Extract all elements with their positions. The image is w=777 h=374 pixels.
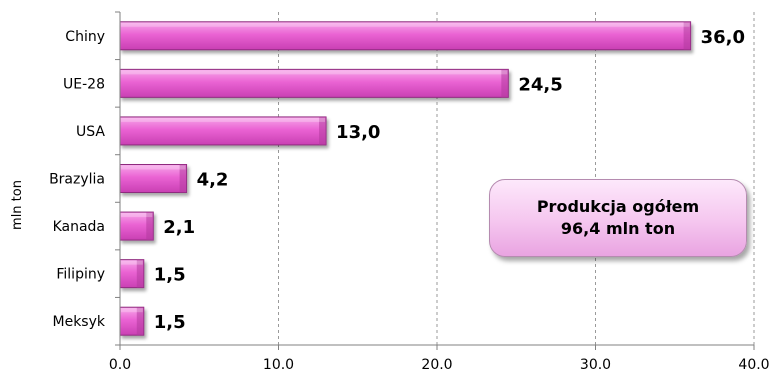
category-label: USA: [76, 124, 105, 140]
y-axis-label: mln ton: [10, 180, 25, 230]
x-tick-label: 20.0: [421, 357, 452, 373]
bars: [119, 21, 692, 336]
bar-highlight: [121, 260, 143, 265]
bar-highlight: [121, 70, 508, 75]
bar-highlight: [121, 213, 153, 218]
category-label: Kanada: [53, 219, 105, 235]
callout-line-1: Produkcja ogółem: [536, 197, 700, 217]
bar-bevel: [136, 259, 144, 288]
x-tick-label: 10.0: [263, 357, 294, 373]
value-label: 13,0: [336, 122, 380, 143]
value-label: 36,0: [701, 27, 745, 48]
value-label: 1,5: [154, 312, 186, 333]
category-label: UE-28: [63, 76, 105, 92]
bar-highlight: [121, 117, 326, 122]
callout-line-2: 96,4 mln ton: [560, 219, 676, 238]
category-label: Chiny: [65, 29, 105, 45]
bar-highlight: [121, 308, 143, 313]
bar-bevel: [136, 307, 144, 336]
axes: [115, 11, 755, 350]
bar: [119, 164, 188, 193]
bar-bevel: [683, 21, 691, 50]
bar-bevel: [179, 164, 187, 193]
value-label: 4,2: [197, 170, 229, 191]
bar-highlight: [121, 22, 690, 27]
category-label: Meksyk: [53, 314, 106, 330]
x-tick-label: 40.0: [738, 357, 769, 373]
category-label: Filipiny: [56, 267, 105, 283]
labels: 0.0 10.0 20.0 30.0 40.0 Chiny 36,0 UE-28 24,5 USA…: [49, 27, 770, 373]
bar-bevel: [146, 212, 154, 241]
total-production-callout: Produkcja ogółem 96,4 mln ton: [489, 179, 747, 257]
bar-highlight: [121, 165, 186, 170]
value-label: 1,5: [154, 265, 186, 286]
value-label: 2,1: [163, 217, 195, 238]
x-tick-label: 30.0: [580, 357, 611, 373]
bar-bevel: [501, 69, 509, 98]
bar: [119, 116, 327, 146]
bar-bevel: [319, 116, 327, 145]
grid-lines: [278, 12, 755, 345]
x-tick-label: 0.0: [109, 357, 131, 373]
category-label: Brazylia: [49, 172, 105, 188]
bar: [119, 21, 692, 51]
value-label: 24,5: [518, 74, 562, 95]
